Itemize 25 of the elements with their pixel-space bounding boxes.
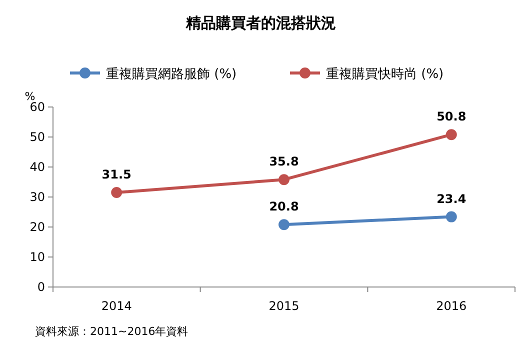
data-label: 20.8 <box>269 200 299 214</box>
data-label: 35.8 <box>269 154 299 169</box>
x-tick-label: 2014 <box>101 299 132 313</box>
y-axis-title: % <box>24 90 36 103</box>
legend-label: 重複購買快時尚 (%) <box>326 67 444 82</box>
point <box>446 129 457 140</box>
y-tick-label: 0 <box>37 280 45 294</box>
chart-title: 精品購買者的混搭狀況 <box>185 14 336 32</box>
y-tick-label: 50 <box>30 130 45 144</box>
y-tick-label: 60 <box>30 100 45 114</box>
y-tick-label: 10 <box>30 250 45 264</box>
data-label: 50.8 <box>436 110 466 124</box>
y-tick-label: 20 <box>30 220 45 234</box>
point <box>278 174 290 186</box>
point <box>446 211 457 222</box>
point <box>278 219 290 230</box>
x-tick-label: 2016 <box>436 299 467 313</box>
data-label: 31.5 <box>102 168 132 182</box>
point <box>111 187 122 198</box>
data-label: 23.4 <box>436 192 466 206</box>
legend-label: 重複購買網路服飾 (%) <box>106 67 237 82</box>
y-tick-label: 30 <box>30 190 45 204</box>
y-tick-label: 40 <box>30 160 45 174</box>
x-tick-label: 2015 <box>268 299 300 313</box>
source-note: 資料來源：2011~2016年資料 <box>35 325 188 338</box>
